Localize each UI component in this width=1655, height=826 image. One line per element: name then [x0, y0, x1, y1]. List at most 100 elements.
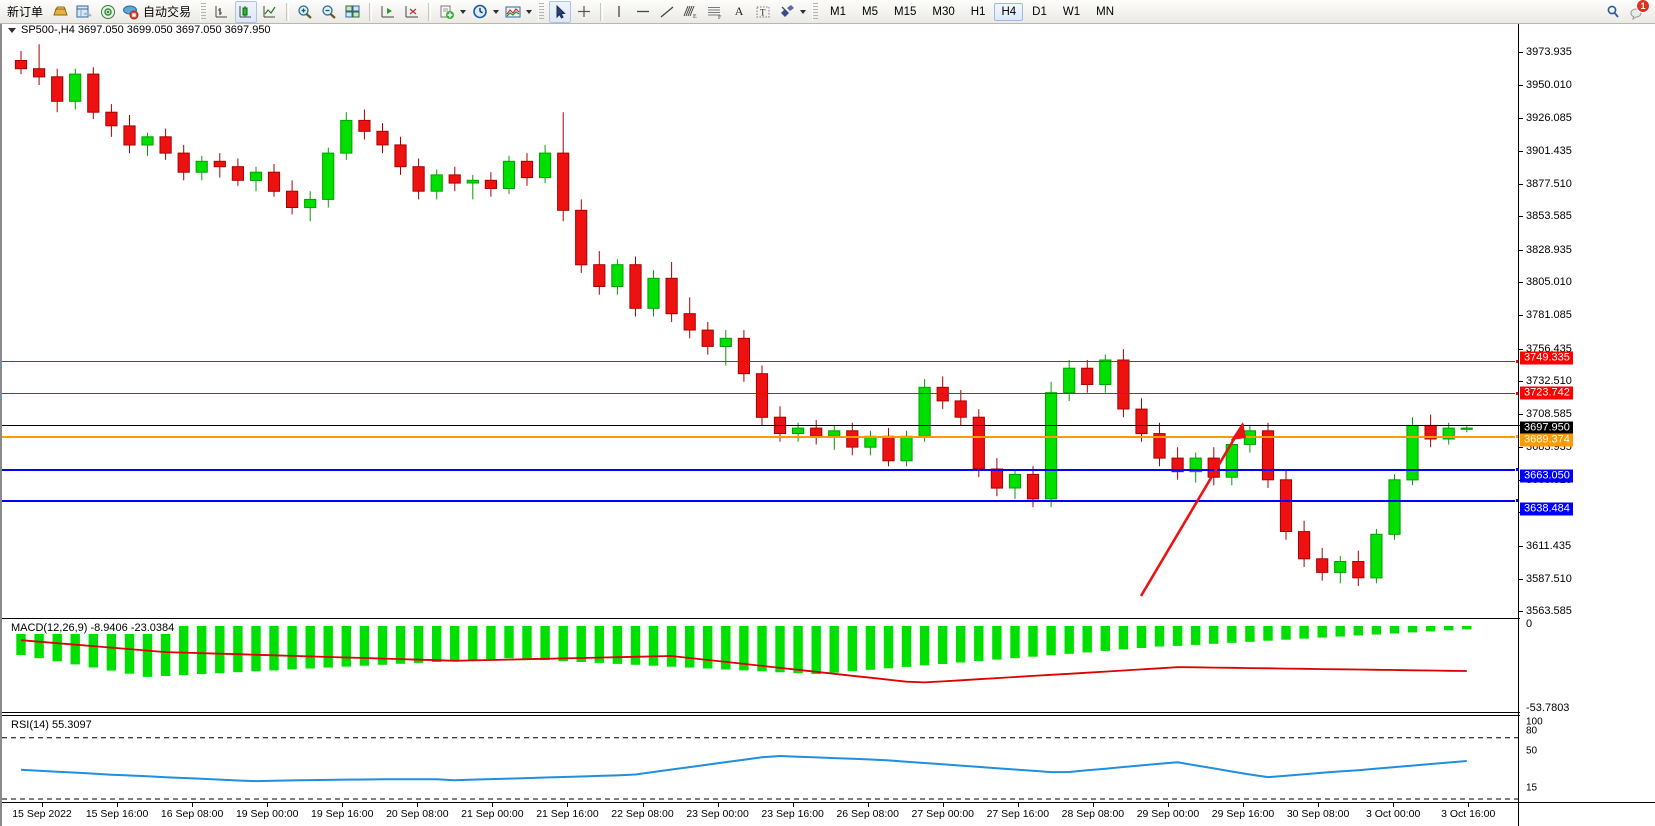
rsi-scale-label: 80: [1526, 725, 1538, 737]
tile-windows-icon[interactable]: [342, 1, 364, 23]
templates-dropdown-caret[interactable]: [460, 9, 467, 14]
pane-separator-2[interactable]: [2, 715, 1520, 716]
price-level-label-support[interactable]: 3638.484: [1520, 502, 1573, 516]
cursor-icon[interactable]: [549, 0, 572, 23]
level-handle[interactable]: [1515, 434, 1520, 439]
timeframe-m5[interactable]: M5: [862, 5, 878, 18]
candlestick-series: [14, 44, 1473, 586]
toolbar-grip[interactable]: [200, 2, 207, 21]
autotrade-button[interactable]: 自动交易: [121, 1, 195, 23]
price-tick-label: 3587.510: [1526, 572, 1572, 585]
alerts-icon[interactable]: 1: [1626, 0, 1650, 23]
time-axis-label: 21 Sep 16:00: [536, 808, 599, 820]
price-level-label-last-price[interactable]: 3697.950: [1520, 421, 1573, 435]
indicators-icon[interactable]: [502, 1, 524, 23]
price-tick-label: 3805.010: [1526, 276, 1572, 289]
svg-text:F: F: [718, 15, 722, 20]
macd-pane[interactable]: MACD(12,26,9) -8.9406 -23.0384: [2, 620, 1520, 713]
timeframe-m15[interactable]: M15: [894, 5, 917, 18]
rsi-pane[interactable]: RSI(14) 55.3097: [2, 717, 1520, 801]
level-line-3689[interactable]: [2, 434, 1520, 439]
shapes-icon[interactable]: [776, 1, 798, 23]
rsi-label: RSI(14) 55.3097: [10, 719, 93, 731]
timeframe-h1[interactable]: H1: [970, 5, 986, 18]
period-dropdown-caret[interactable]: [493, 9, 500, 14]
timeframe-m30[interactable]: M30: [932, 5, 955, 18]
time-axis[interactable]: 15 Sep 2022 15 Sep 16:00 16 Sep 08:00 19 Se…: [2, 802, 1520, 826]
navigator-icon[interactable]: [97, 1, 119, 23]
chart-window[interactable]: SP500-,H4 3697.050 3699.050 3697.050 369…: [0, 24, 1655, 826]
price-level-label-resistance[interactable]: 3723.742: [1520, 386, 1573, 400]
timeframe-h4[interactable]: H4: [994, 2, 1024, 21]
time-axis-label: 3 Oct 16:00: [1441, 808, 1496, 820]
time-axis-label: 29 Sep 00:00: [1136, 808, 1200, 820]
price-level-label-resistance[interactable]: 3749.335: [1520, 351, 1573, 365]
level-line-3723[interactable]: [2, 391, 1520, 396]
trend-arrow-annotation[interactable]: [2, 36, 1520, 616]
time-axis-label: 21 Sep 00:00: [461, 808, 524, 820]
new-order-label: 新订单: [7, 5, 44, 19]
symbol-info-text: SP500-,H4 3697.050 3699.050 3697.050 369…: [21, 24, 271, 36]
price-tick: [1519, 85, 1523, 86]
price-tick: [1519, 282, 1523, 284]
level-line-3663[interactable]: [2, 467, 1520, 472]
indicators-dropdown-caret[interactable]: [526, 9, 533, 14]
time-axis-tick: [867, 803, 869, 807]
toolbar-separator: [369, 2, 373, 21]
bar-chart-icon[interactable]: [211, 1, 233, 23]
trendline-icon[interactable]: [656, 1, 678, 23]
vertical-line-icon[interactable]: [608, 1, 630, 23]
level-handle[interactable]: [1515, 498, 1520, 503]
toolbar-grip[interactable]: [538, 2, 545, 21]
price-tick: [1519, 381, 1523, 383]
toolbar-grip[interactable]: [812, 2, 819, 21]
time-axis-label: 15 Sep 16:00: [85, 808, 149, 820]
elliott-wave-icon[interactable]: E: [680, 1, 702, 23]
price-tick-label: 3708.585: [1526, 407, 1572, 420]
chart-menu-caret-icon[interactable]: [8, 27, 16, 33]
price-tick: [1519, 151, 1523, 153]
horizontal-line-icon[interactable]: [632, 1, 654, 23]
crosshair-icon[interactable]: [573, 1, 595, 23]
timeframe-d1[interactable]: D1: [1032, 5, 1047, 18]
chart-shift-icon[interactable]: [377, 1, 399, 23]
toolbar-separator: [286, 2, 290, 21]
zoom-in-icon[interactable]: [294, 1, 316, 23]
shapes-dropdown-caret[interactable]: [800, 9, 807, 14]
price-pane[interactable]: [2, 36, 1520, 616]
level-handle[interactable]: [1515, 359, 1520, 364]
level-handle[interactable]: [1515, 391, 1520, 396]
price-level-label-pivot[interactable]: 3689.374: [1520, 433, 1573, 447]
time-axis-tick: [342, 803, 344, 807]
new-order-button[interactable]: 新订单: [3, 1, 47, 23]
time-axis-label: 19 Sep 16:00: [311, 808, 374, 820]
line-chart-icon[interactable]: [259, 1, 281, 23]
time-axis-tick: [1393, 803, 1395, 807]
price-axis[interactable]: 3973.935 3950.010 3926.085 3901.435 3877.510…: [1518, 24, 1655, 802]
auto-scroll-icon[interactable]: [401, 1, 423, 23]
timeframe-w1[interactable]: W1: [1062, 5, 1081, 18]
level-handle[interactable]: [1515, 467, 1520, 472]
price-tick-label: 3950.010: [1526, 79, 1572, 91]
price-level-label-support[interactable]: 3663.050: [1520, 469, 1573, 483]
level-line-3749[interactable]: [2, 359, 1520, 364]
pane-separator-1[interactable]: [2, 618, 1520, 619]
timeframe-mn[interactable]: MN: [1096, 5, 1114, 18]
candlestick-chart-icon[interactable]: [235, 0, 258, 23]
time-axis-label: 15 Sep 2022: [12, 808, 72, 820]
gold-bar-icon[interactable]: [49, 1, 71, 23]
period-icon[interactable]: [469, 1, 491, 23]
text-icon[interactable]: A: [734, 4, 744, 18]
data-window-icon[interactable]: [73, 1, 95, 23]
text-label-icon[interactable]: T: [752, 1, 774, 23]
level-line-3638[interactable]: [2, 498, 1520, 503]
price-tick-label: 3901.435: [1526, 145, 1572, 158]
price-tick-label: 3828.935: [1526, 243, 1572, 256]
search-icon[interactable]: [1602, 1, 1624, 23]
fibonacci-icon[interactable]: F: [704, 1, 726, 23]
templates-icon[interactable]: [436, 1, 458, 23]
timeframe-m1[interactable]: M1: [830, 5, 847, 18]
main-toolbar: 新订单 自动交易: [0, 0, 1655, 24]
time-axis-tick: [117, 803, 119, 807]
zoom-out-icon[interactable]: [318, 1, 340, 23]
